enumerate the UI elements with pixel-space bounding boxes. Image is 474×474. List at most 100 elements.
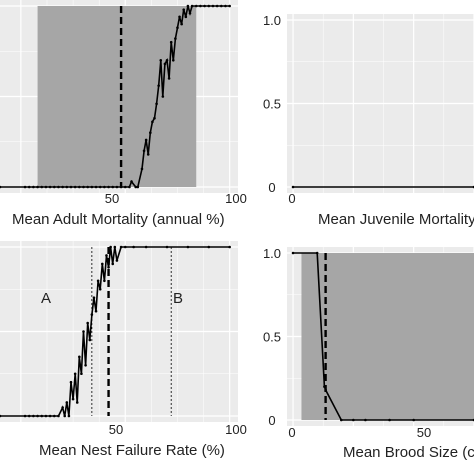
data-point — [188, 11, 192, 15]
data-point — [69, 380, 73, 384]
data-point — [194, 4, 198, 8]
data-point — [224, 4, 227, 8]
data-point — [119, 185, 123, 189]
data-point — [52, 414, 56, 418]
data-point — [107, 185, 110, 189]
data-point — [0, 185, 2, 189]
data-point — [144, 138, 148, 142]
data-point — [115, 185, 119, 189]
data-point — [57, 185, 60, 189]
data-point — [94, 309, 98, 313]
data-point — [412, 418, 415, 422]
y-tick-label: 0.5 — [263, 97, 281, 112]
data-point — [199, 4, 202, 8]
data-point — [71, 397, 75, 401]
data-point — [75, 401, 79, 404]
data-point — [82, 185, 85, 189]
data-point — [140, 167, 144, 171]
x-tick-label: 50 — [417, 425, 431, 440]
data-point — [291, 251, 295, 255]
shaded-range — [37, 6, 197, 187]
data-point — [48, 414, 52, 418]
data-point — [157, 84, 160, 87]
data-point — [90, 185, 94, 189]
data-point — [186, 4, 190, 8]
data-point — [146, 153, 150, 156]
data-point — [324, 388, 327, 392]
data-point — [0, 414, 2, 418]
data-point — [27, 185, 31, 189]
x-axis-label: Mean Juvenile Mortality — [318, 211, 474, 228]
data-point — [165, 245, 169, 249]
data-point — [61, 185, 64, 189]
data-point — [136, 185, 140, 189]
shaded-range — [301, 253, 474, 420]
annotation-label: A — [41, 290, 51, 307]
data-point — [123, 245, 127, 249]
data-point — [96, 279, 100, 283]
x-axis-label: Mean Adult Mortality (annual %) — [12, 211, 225, 228]
data-point — [36, 185, 39, 189]
data-point — [339, 418, 343, 422]
x-tick-label: 50 — [105, 191, 119, 206]
x-tick-label: 100 — [225, 191, 247, 206]
data-point — [92, 296, 96, 300]
data-point — [61, 406, 64, 409]
data-point — [78, 355, 81, 359]
data-point — [94, 185, 98, 189]
data-point — [119, 245, 123, 249]
data-point — [323, 385, 326, 388]
data-point — [364, 418, 367, 422]
data-point — [48, 185, 52, 189]
data-point — [169, 40, 173, 44]
x-tick-label: 100 — [225, 422, 247, 437]
data-point — [388, 418, 391, 422]
data-point — [113, 245, 117, 249]
data-point — [80, 372, 83, 376]
y-tick-label: 0 — [268, 180, 275, 195]
data-point — [98, 287, 102, 291]
data-point — [176, 26, 179, 30]
data-point — [171, 59, 175, 62]
data-point — [228, 245, 231, 249]
data-point — [57, 414, 60, 418]
data-point — [159, 59, 163, 62]
data-point — [352, 418, 355, 422]
data-point — [44, 414, 48, 418]
data-point — [151, 120, 154, 124]
y-tick-label: 0.5 — [263, 330, 281, 345]
data-point — [180, 22, 183, 26]
data-point — [63, 414, 67, 418]
data-point — [23, 185, 27, 189]
data-point — [123, 185, 127, 189]
y-tick-label: 1.0 — [263, 246, 281, 261]
data-point — [109, 245, 112, 249]
annotation-label: B — [173, 290, 183, 307]
y-tick-label: 0 — [268, 413, 275, 428]
data-point — [111, 185, 115, 189]
data-point — [103, 185, 106, 189]
data-point — [182, 8, 186, 11]
data-point — [211, 4, 215, 8]
x-tick-label: 50 — [109, 422, 123, 437]
data-point — [100, 262, 104, 266]
data-point — [315, 251, 319, 255]
data-point — [128, 185, 131, 189]
data-point — [36, 414, 39, 418]
data-point — [32, 185, 35, 189]
series-line — [293, 252, 474, 421]
data-point — [149, 131, 152, 134]
data-point — [130, 180, 133, 183]
data-point — [115, 259, 119, 262]
data-point — [52, 185, 56, 189]
data-point — [88, 338, 92, 342]
data-point — [65, 401, 69, 404]
data-point — [23, 414, 27, 418]
data-point — [107, 265, 110, 269]
data-point — [86, 321, 89, 325]
x-tick-label: 0 — [288, 191, 295, 206]
data-point — [111, 262, 115, 266]
